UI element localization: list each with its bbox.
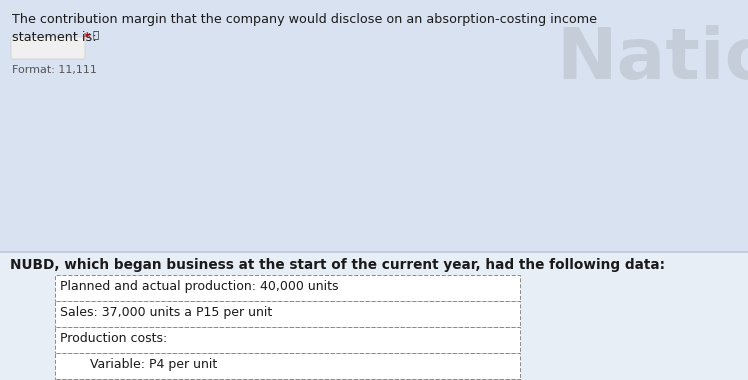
Bar [55,301,520,327]
Text: Variable: P4 per unit: Variable: P4 per unit [90,358,217,371]
FancyBboxPatch shape [11,37,85,59]
Bar [55,275,520,301]
Text: *: * [84,31,91,44]
Text: Production costs:: Production costs: [60,332,168,345]
Text: statement is:: statement is: [12,31,101,44]
Text: Format: 11,111: Format: 11,111 [12,65,97,75]
Text: Natio: Natio [557,25,748,94]
Text: Planned and actual production: 40,000 units: Planned and actual production: 40,000 un… [60,280,339,293]
Text: The contribution margin that the company would disclose on an absorption-costing: The contribution margin that the company… [12,13,597,26]
Bar [0,252,748,380]
Bar [55,353,520,379]
Text: NUBD, which began business at the start of the current year, had the following d: NUBD, which began business at the start … [10,258,665,272]
Bar [55,379,520,380]
Bar [0,0,748,252]
Bar [55,327,520,353]
Text: ⎙: ⎙ [93,29,99,39]
Text: Sales: 37,000 units a P15 per unit: Sales: 37,000 units a P15 per unit [60,306,272,319]
